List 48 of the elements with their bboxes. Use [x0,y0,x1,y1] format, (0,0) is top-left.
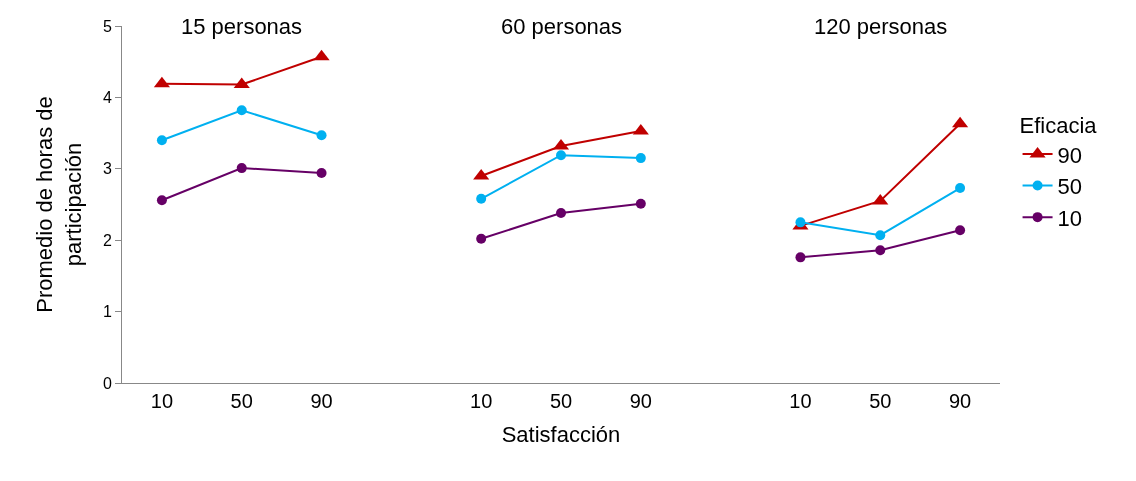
x-tick-label: 10 [789,390,812,412]
x-tick-label: 10 [470,390,493,412]
x-tick-label: 50 [869,390,892,412]
point [476,233,487,244]
legend-label: 10 [1057,205,1083,231]
annotation: 60 personas [501,14,623,39]
point [952,116,969,128]
legend-label: 50 [1057,174,1083,200]
x-tick-label: 50 [549,390,573,412]
point [632,123,649,135]
x-tick-label: 90 [310,390,333,412]
point [875,245,886,256]
point [313,49,330,61]
point [236,163,247,174]
annotation: 15 personas [181,14,303,39]
legend-title: Eficacia [1019,113,1098,139]
point [236,105,247,116]
point [156,195,167,206]
x-tick-label: 90 [629,390,652,412]
y-tick-label: 5 [102,17,112,35]
point [233,77,250,89]
y-tick-label: 1 [102,303,112,321]
y-tick-label: 3 [102,160,112,178]
point [316,130,327,141]
x-axis-title: Satisfacción [501,421,621,447]
legend-label: 90 [1057,142,1083,168]
point [556,150,566,161]
y-axis-title: Promedio de horas de participación [32,96,86,313]
point [635,198,646,209]
point [156,135,167,146]
x-tick-label: 10 [150,390,174,412]
point [955,225,966,236]
point [473,168,490,180]
point [875,230,886,241]
y-tick-label: 0 [102,374,112,392]
point [635,153,646,164]
y-tick-label: 4 [102,89,112,106]
x-tick-label: 50 [230,390,253,412]
point [556,208,566,219]
x-tick-label: 90 [948,390,972,412]
point [476,193,487,204]
point [872,193,889,205]
point [153,76,170,88]
point [955,183,966,194]
point [316,168,327,179]
point [795,252,806,263]
annotation: 120 personas [814,14,948,39]
y-tick-label: 2 [102,231,112,249]
